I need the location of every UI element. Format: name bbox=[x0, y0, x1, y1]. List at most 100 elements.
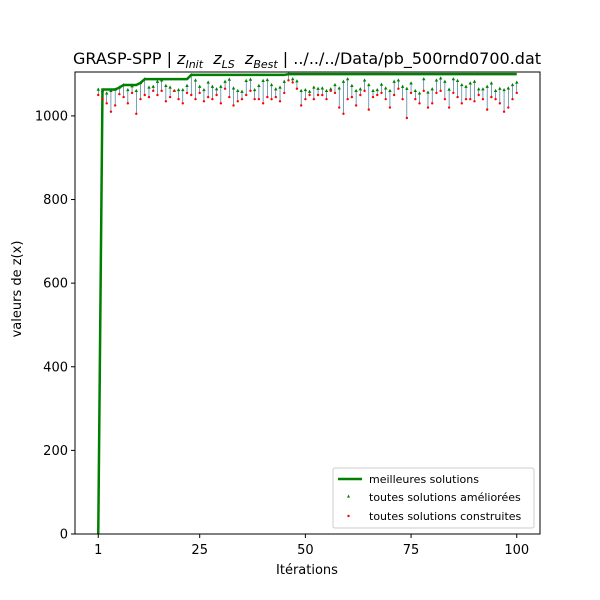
legend-best-label: meilleures solutions bbox=[369, 473, 479, 486]
improved-point-83 bbox=[443, 79, 447, 83]
improved-point-16 bbox=[159, 78, 164, 82]
improved-point-18 bbox=[168, 85, 172, 89]
legend: meilleures solutions toutes solutions am… bbox=[332, 467, 535, 529]
constructed-point-72 bbox=[397, 87, 400, 90]
x-tick-label: 25 bbox=[191, 543, 208, 558]
improved-point-47 bbox=[291, 77, 295, 81]
constructed-point-48 bbox=[295, 87, 299, 90]
improved-point-28 bbox=[210, 84, 215, 88]
legend-constructed-marker bbox=[347, 514, 350, 518]
constructed-point-96 bbox=[498, 102, 502, 105]
improved-point-8 bbox=[126, 87, 130, 92]
constructed-point-63 bbox=[359, 93, 362, 97]
improved-point-97 bbox=[502, 87, 506, 92]
improved-point-30 bbox=[219, 84, 223, 88]
title-suffix: | ../../../Data/pb_500rnd0700.dat bbox=[278, 49, 541, 69]
improved-point-70 bbox=[388, 88, 392, 93]
constructed-point-6 bbox=[118, 92, 121, 96]
constructed-point-15 bbox=[156, 93, 159, 97]
constructed-point-36 bbox=[245, 93, 248, 97]
improved-point-5 bbox=[113, 87, 117, 91]
constructed-point-43 bbox=[274, 95, 277, 99]
improved-point-93 bbox=[485, 84, 489, 88]
constructed-point-29 bbox=[215, 93, 218, 97]
improved-point-100 bbox=[515, 80, 519, 84]
improved-point-22 bbox=[185, 83, 189, 87]
constructed-point-38 bbox=[253, 97, 256, 101]
improved-point-42 bbox=[269, 82, 274, 87]
improved-point-78 bbox=[422, 77, 426, 81]
improved-point-32 bbox=[227, 77, 231, 81]
constructed-point-35 bbox=[240, 97, 244, 101]
constructed-point-95 bbox=[494, 97, 497, 101]
constructed-point-1 bbox=[97, 93, 100, 97]
improved-point-77 bbox=[417, 91, 422, 95]
constructed-point-2 bbox=[101, 97, 104, 101]
improved-point-37 bbox=[248, 77, 253, 81]
constructed-point-12 bbox=[143, 93, 146, 97]
improved-point-1 bbox=[96, 87, 100, 91]
title-prefix: GRASP-SPP | bbox=[73, 49, 177, 68]
constructed-point-30 bbox=[219, 102, 223, 105]
constructed-point-13 bbox=[147, 95, 151, 99]
constructed-point-21 bbox=[181, 102, 184, 105]
constructed-point-67 bbox=[376, 93, 379, 97]
constructed-point-41 bbox=[266, 95, 269, 99]
improved-point-40 bbox=[261, 78, 265, 82]
improved-point-57 bbox=[333, 82, 337, 87]
constructed-point-47 bbox=[291, 81, 294, 84]
constructed-point-78 bbox=[422, 89, 425, 93]
improved-point-2 bbox=[100, 88, 105, 93]
constructed-point-14 bbox=[152, 89, 155, 93]
constructed-point-18 bbox=[168, 95, 172, 99]
improved-point-50 bbox=[303, 87, 308, 92]
constructed-point-85 bbox=[452, 91, 455, 95]
improved-point-65 bbox=[367, 82, 371, 87]
axes-frame bbox=[74, 71, 541, 535]
improved-point-69 bbox=[384, 86, 388, 90]
improved-point-96 bbox=[498, 86, 502, 90]
constructed-point-44 bbox=[278, 100, 282, 103]
x-tick-label: 1 bbox=[94, 543, 102, 558]
constructed-point-74 bbox=[405, 116, 409, 120]
constructed-point-71 bbox=[392, 93, 396, 97]
improved-point-4 bbox=[109, 88, 113, 93]
constructed-point-50 bbox=[304, 97, 307, 101]
constructed-point-8 bbox=[126, 102, 130, 105]
improved-point-7 bbox=[121, 82, 126, 87]
constructed-point-46 bbox=[287, 79, 290, 82]
constructed-point-70 bbox=[388, 106, 392, 109]
improved-point-90 bbox=[472, 79, 477, 83]
improved-point-55 bbox=[324, 88, 329, 93]
plot-area bbox=[96, 72, 519, 534]
constructed-point-62 bbox=[354, 104, 358, 107]
improved-point-23 bbox=[189, 72, 193, 77]
improved-point-85 bbox=[451, 77, 456, 81]
improved-point-75 bbox=[409, 81, 413, 85]
improved-point-31 bbox=[223, 79, 227, 83]
constructed-point-11 bbox=[139, 97, 142, 101]
improved-point-44 bbox=[278, 85, 282, 89]
constructed-point-76 bbox=[414, 97, 417, 101]
constructed-point-37 bbox=[249, 89, 252, 93]
improved-point-53 bbox=[316, 86, 320, 90]
constructed-point-59 bbox=[342, 112, 345, 116]
constructed-point-79 bbox=[426, 106, 430, 109]
improved-point-73 bbox=[400, 84, 405, 88]
constructed-point-51 bbox=[308, 93, 311, 97]
constructed-point-84 bbox=[447, 106, 451, 109]
improved-point-95 bbox=[493, 88, 498, 93]
constructed-point-53 bbox=[316, 93, 320, 97]
improved-point-12 bbox=[143, 77, 147, 81]
improved-point-72 bbox=[396, 78, 401, 82]
constructed-point-23 bbox=[190, 93, 193, 97]
improved-point-99 bbox=[510, 82, 515, 87]
improved-point-94 bbox=[489, 81, 494, 85]
constructed-point-24 bbox=[194, 97, 197, 101]
improved-point-98 bbox=[506, 86, 510, 90]
constructed-point-64 bbox=[363, 89, 366, 93]
constructed-point-73 bbox=[401, 97, 404, 101]
constructed-point-93 bbox=[485, 108, 489, 111]
improved-point-41 bbox=[265, 77, 270, 82]
